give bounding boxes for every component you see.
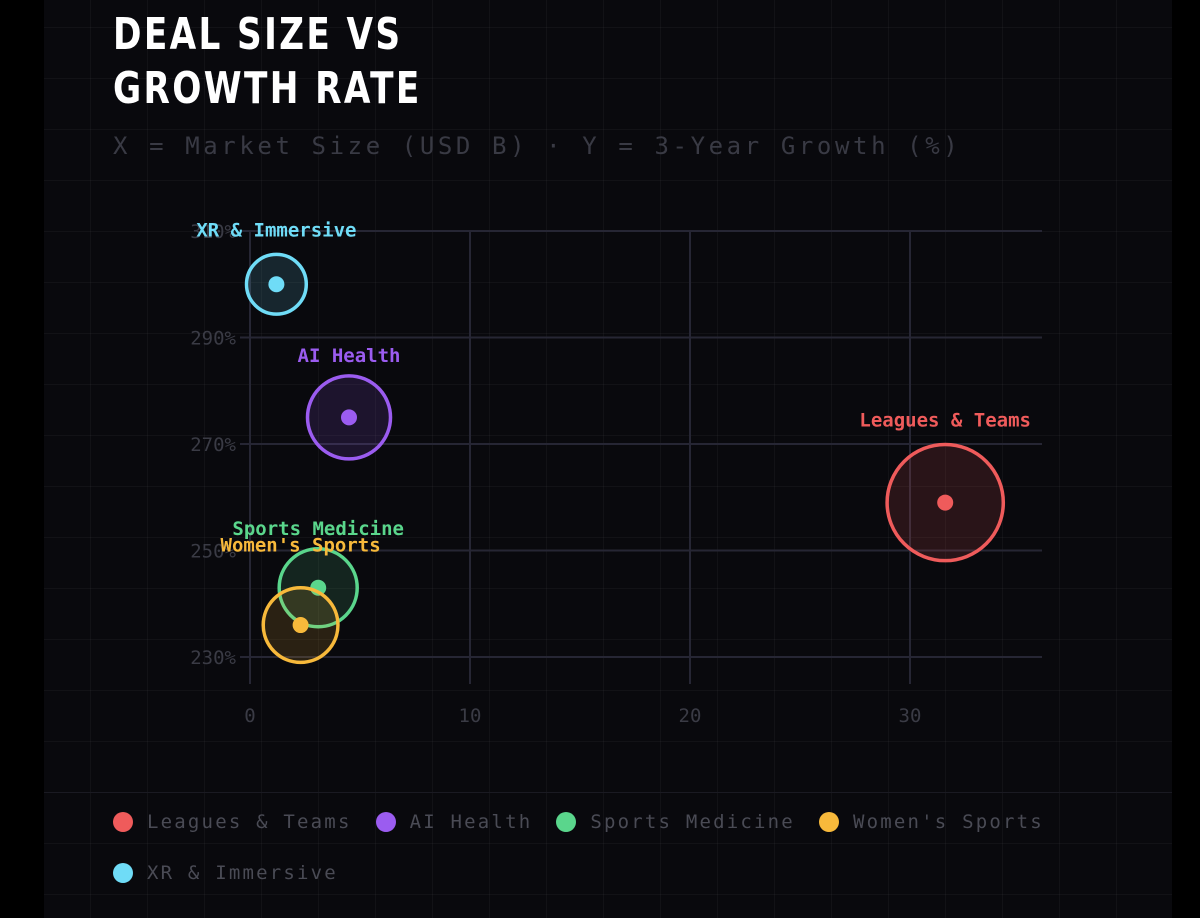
bubble-center-women-s-sports (292, 617, 309, 634)
chart-title-line-1: DEAL SIZE VS (113, 9, 403, 60)
chart-title: DEAL SIZE VS GROWTH RATE (113, 8, 422, 116)
legend-divider (44, 792, 1172, 793)
legend-item-ai-health[interactable]: AI Health (375, 808, 533, 835)
data-label-women-s-sports: Women's Sports (221, 535, 381, 557)
legend-label: XR & Immersive (147, 861, 338, 884)
legend-item-sports-medicine[interactable]: Sports Medicine (556, 808, 795, 835)
label-layer: Leagues & Teams AI Health Sports MedicineW… (196, 219, 1031, 556)
x-tick-label: 30 (899, 705, 922, 727)
bubble-center-ai-health (341, 409, 357, 426)
legend-label: Leagues & Teams (147, 810, 352, 833)
data-label-xr-immersive: XR & Immersive (196, 219, 356, 241)
bubble-center-leagues-teams (937, 494, 954, 511)
x-tick-label: 10 (459, 705, 482, 727)
legend-item-xr-immersive[interactable]: XR & Immersive (113, 859, 338, 886)
bubble-layer (244, 252, 1006, 665)
legend-swatch (556, 811, 577, 832)
legend-swatch (113, 811, 133, 832)
y-tick-label: 230% (190, 647, 236, 669)
legend-swatch (375, 811, 396, 832)
y-tick-label: 270% (190, 434, 236, 456)
legend-label: AI Health (409, 810, 533, 833)
tick-layer: 0 10 20 30 230% 250% 270% 290% 310% (190, 221, 921, 727)
chart-title-line-2: GROWTH RATE (113, 63, 422, 114)
legend-swatch (113, 862, 133, 883)
legend-label: Women's Sports (852, 810, 1044, 833)
legend-label: Sports Medicine (590, 810, 795, 833)
legend-item-women-s-sports[interactable]: Women's Sports (818, 808, 1044, 835)
legend-swatch (818, 811, 839, 832)
legend: Leagues & Teams AI Health Sports Medicine W… (113, 808, 1073, 886)
data-label-sports-medicine: Sports Medicine (232, 518, 404, 540)
x-tick-label: 20 (679, 705, 702, 727)
data-label-ai-health: AI Health (298, 345, 401, 367)
legend-item-leagues-teams[interactable]: Leagues & Teams (113, 808, 352, 835)
y-tick-label: 290% (190, 328, 236, 350)
y-tick-label: 310% (190, 221, 236, 243)
chart-subtitle: X = Market Size (USD B) · Y = 3-Year Gro… (113, 132, 962, 160)
x-tick-label: 0 (244, 705, 255, 727)
data-label-leagues-teams: Leagues & Teams (859, 409, 1031, 431)
y-tick-label: 250% (190, 541, 236, 563)
grid-layer (240, 230, 1042, 684)
bubble-center-xr-immersive (268, 276, 285, 293)
